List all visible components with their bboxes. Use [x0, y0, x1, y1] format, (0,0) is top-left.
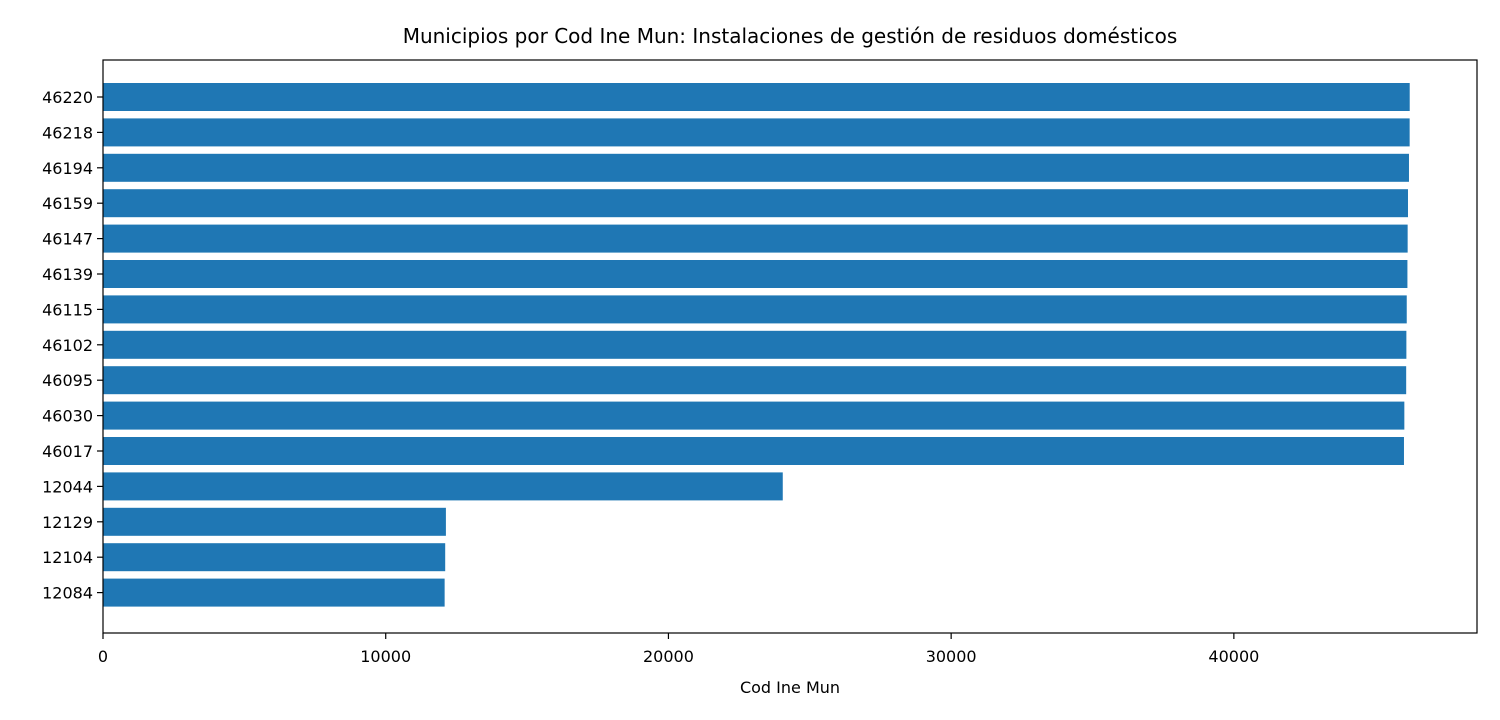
y-tick-label: 12084	[42, 584, 93, 603]
bar-12044	[103, 472, 783, 501]
bar-46115	[103, 295, 1407, 324]
x-tick-label: 20000	[643, 647, 694, 666]
bar-46159	[103, 189, 1408, 218]
bar-12129	[103, 507, 446, 536]
y-tick-label: 46102	[42, 336, 93, 355]
x-tick-label: 10000	[360, 647, 411, 666]
y-tick-label: 12104	[42, 548, 93, 567]
y-tick-label: 46030	[42, 407, 93, 426]
y-tick-label: 12129	[42, 513, 93, 532]
x-tick-label: 30000	[926, 647, 977, 666]
y-tick-label: 46139	[42, 265, 93, 284]
x-tick-label: 0	[98, 647, 108, 666]
y-tick-label: 46159	[42, 194, 93, 213]
y-axis-ticks: 46220 46218 46194 46159 46147 46139 46115 46102…	[42, 88, 103, 603]
bar-46218	[103, 118, 1410, 147]
x-axis-ticks: 0 10000 20000 30000 40000	[98, 633, 1259, 666]
y-tick-label: 46220	[42, 88, 93, 107]
bar-46139	[103, 260, 1408, 288]
y-tick-label: 46194	[42, 159, 93, 178]
bar-46017	[103, 437, 1404, 465]
bar-46102	[103, 330, 1407, 359]
bar-46194	[103, 153, 1409, 182]
bar-46030	[103, 401, 1405, 430]
bar-46147	[103, 224, 1408, 253]
y-tick-label: 46017	[42, 442, 93, 461]
y-tick-label: 46115	[42, 300, 93, 319]
y-tick-label: 12044	[42, 477, 93, 496]
y-tick-label: 46147	[42, 230, 93, 249]
x-axis-label: Cod Ine Mun	[740, 678, 840, 697]
bar-46095	[103, 366, 1407, 395]
bars-group	[103, 83, 1410, 607]
bar-12104	[103, 543, 446, 572]
y-tick-label: 46218	[42, 123, 93, 142]
plot-frame	[102, 59, 1478, 634]
chart-title: Municipios por Cod Ine Mun: Instalacione…	[403, 24, 1178, 48]
bar-46220	[103, 83, 1410, 111]
y-tick-label: 46095	[42, 371, 93, 390]
bar-12084	[103, 578, 445, 607]
x-tick-label: 40000	[1208, 647, 1259, 666]
